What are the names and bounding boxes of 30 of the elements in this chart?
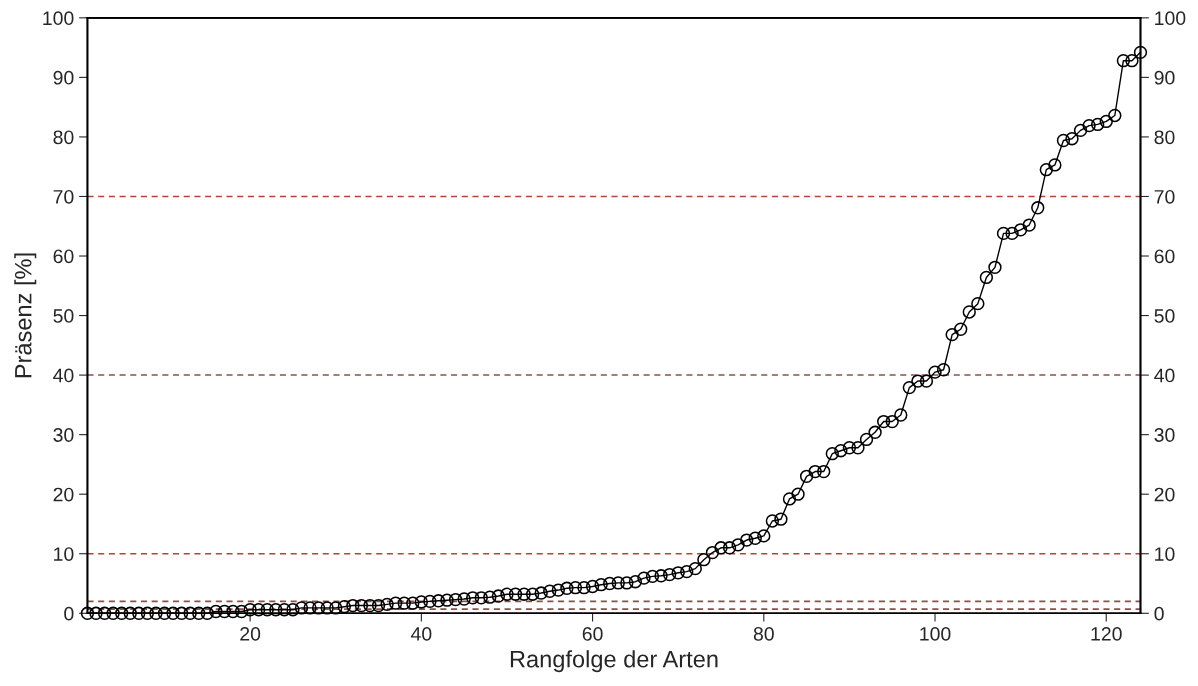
x-tick-label: 20 xyxy=(240,626,261,641)
y2-tick-label: 60 xyxy=(1154,249,1175,264)
y2-tick-label: 50 xyxy=(1154,309,1175,323)
y2-tick-label: 10 xyxy=(1155,547,1175,561)
y2-tick-label: 70 xyxy=(1154,189,1175,204)
x-tick-label: 100 xyxy=(920,626,951,641)
y2-tick-label: 80 xyxy=(1154,130,1175,145)
y2-tick-label: 90 xyxy=(1154,70,1175,85)
y2-tick-label: 100 xyxy=(1155,11,1186,26)
y-axis-title: Präsenz [%] xyxy=(14,253,37,378)
x-tick-label: 80 xyxy=(753,626,774,641)
y-tick-label: 20 xyxy=(53,487,74,502)
y2-tick-label: 20 xyxy=(1154,487,1175,502)
y-tick-label: 90 xyxy=(53,70,74,85)
x-tick-label: 60 xyxy=(582,626,603,641)
y-tick-label: 80 xyxy=(53,130,74,145)
y2-tick-label: 40 xyxy=(1154,368,1175,383)
x-tick-label: 120 xyxy=(1091,626,1122,641)
y-tick-label: 60 xyxy=(53,249,74,264)
y-tick-label: 40 xyxy=(53,368,74,383)
y2-tick-label: 0 xyxy=(1154,606,1164,621)
y-tick-label: 100 xyxy=(43,11,74,26)
x-axis-title: Rangfolge der Arten xyxy=(510,650,718,673)
y2-tick-label: 30 xyxy=(1154,428,1175,442)
x-tick-label: 40 xyxy=(410,626,432,641)
y-tick-label: 10 xyxy=(54,547,74,561)
y-tick-label: 30 xyxy=(53,428,74,442)
y-tick-label: 70 xyxy=(53,189,74,204)
y-tick-label: 0 xyxy=(64,606,74,621)
y-tick-label: 50 xyxy=(53,309,74,323)
